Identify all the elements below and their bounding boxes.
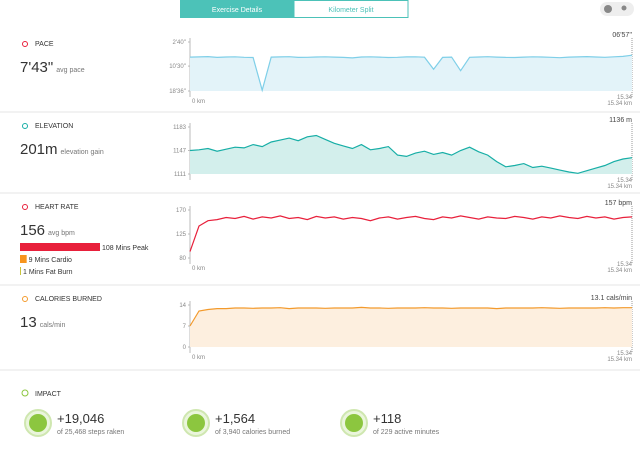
unit: elevation gain bbox=[61, 149, 104, 156]
y-tick-label: 125 bbox=[176, 232, 187, 238]
value: 7'43" bbox=[20, 59, 53, 76]
y-tick-label: 2'40'' bbox=[173, 40, 186, 46]
impact-title: IMPACT bbox=[35, 391, 62, 398]
y-tick-label: 170 bbox=[176, 208, 187, 214]
line bbox=[189, 134, 633, 174]
section-icon bbox=[22, 123, 28, 129]
x-end-label: 15.34 km bbox=[607, 268, 632, 274]
section-value: 7'43" avg pace bbox=[20, 59, 85, 76]
x-end: 15.34 bbox=[617, 178, 633, 184]
section-icon bbox=[22, 296, 28, 302]
section-title: PACE bbox=[35, 41, 54, 48]
y-tick-label: 7 bbox=[183, 324, 187, 330]
area bbox=[190, 55, 632, 91]
unit: cals/min bbox=[40, 322, 66, 329]
impact-badge bbox=[187, 414, 205, 432]
zone-bar bbox=[20, 255, 27, 263]
section-title: CALORIES BURNED bbox=[35, 296, 102, 303]
x-end-label: 15.34 km bbox=[607, 101, 632, 107]
x-end-label: 15.34 km bbox=[607, 184, 632, 190]
line bbox=[189, 306, 632, 327]
zone-label: 108 Mins Peak bbox=[102, 245, 149, 252]
zone-bar bbox=[20, 267, 21, 275]
impact-badge bbox=[29, 414, 47, 432]
value: 13 bbox=[20, 314, 37, 331]
y-tick-label: 80 bbox=[179, 256, 186, 262]
zone-name: Mins Fat Burn bbox=[29, 269, 73, 276]
zone-minutes: 108 bbox=[102, 245, 114, 252]
impact-value: +19,046 bbox=[57, 411, 104, 426]
y-tick-label: 1183 bbox=[173, 125, 187, 131]
impact-value: +1,564 bbox=[215, 411, 255, 426]
y-tick-label: 14 bbox=[179, 303, 186, 309]
value: 201m bbox=[20, 141, 58, 158]
zone-label: 1 Mins Fat Burn bbox=[23, 269, 73, 276]
x-end: 15.34 bbox=[617, 351, 633, 357]
top-label: 1136 m bbox=[609, 117, 632, 124]
y-tick-label: 10'30'' bbox=[169, 64, 186, 70]
x-start: 0 km bbox=[192, 99, 205, 105]
impact-value: +118 bbox=[373, 411, 401, 426]
x-end-label: 15.34 km bbox=[607, 357, 632, 363]
section-value: 156 avg bpm bbox=[20, 222, 75, 239]
impact-badge bbox=[345, 414, 363, 432]
x-start: 0 km bbox=[192, 266, 205, 272]
tab-label[interactable]: Kilometer Split bbox=[328, 7, 373, 14]
zone-bar bbox=[20, 243, 100, 251]
y-tick-label: 18'36'' bbox=[169, 89, 186, 95]
top-label: 157 bpm bbox=[605, 200, 632, 207]
line bbox=[189, 54, 633, 93]
impact-detail: of 3,940 calories burned bbox=[215, 429, 290, 436]
impact-detail: of 25,468 steps raken bbox=[57, 429, 124, 436]
x-end: 15.34 bbox=[617, 95, 633, 101]
zone-name: Mins Cardio bbox=[35, 257, 72, 264]
clock-icon[interactable] bbox=[604, 5, 612, 13]
unit: avg bpm bbox=[48, 230, 75, 237]
impact-icon bbox=[21, 389, 29, 397]
section-icon bbox=[22, 41, 28, 47]
zone-label: 9 Mins Cardio bbox=[29, 257, 72, 264]
line bbox=[189, 215, 633, 252]
y-tick-label: 0 bbox=[183, 345, 187, 351]
tab[interactable] bbox=[293, 0, 409, 18]
tab-active[interactable] bbox=[180, 0, 294, 18]
y-tick-label: 1111 bbox=[174, 172, 187, 178]
unit: avg pace bbox=[56, 67, 85, 74]
value: 156 bbox=[20, 222, 45, 239]
impact-detail: of 229 active minutes bbox=[373, 429, 440, 436]
top-label: 06'57'' bbox=[612, 32, 632, 39]
section-value: 13 cals/min bbox=[20, 314, 65, 331]
x-end: 15.34 bbox=[617, 262, 633, 268]
area bbox=[190, 307, 632, 347]
tab-label[interactable]: Exercise Details bbox=[212, 7, 263, 14]
y-tick-label: 1147 bbox=[173, 149, 187, 155]
x-start: 0 km bbox=[192, 355, 205, 361]
section-title: ELEVATION bbox=[35, 123, 73, 130]
map-icon[interactable] bbox=[621, 5, 627, 11]
zone-minutes: 9 bbox=[29, 257, 33, 264]
section-icon bbox=[22, 204, 28, 210]
top-label: 13.1 cals/min bbox=[591, 295, 632, 302]
section-title: HEART RATE bbox=[35, 204, 79, 211]
section-value: 201m elevation gain bbox=[20, 141, 104, 158]
zone-minutes: 1 bbox=[23, 269, 27, 276]
zone-name: Mins Peak bbox=[116, 245, 149, 252]
